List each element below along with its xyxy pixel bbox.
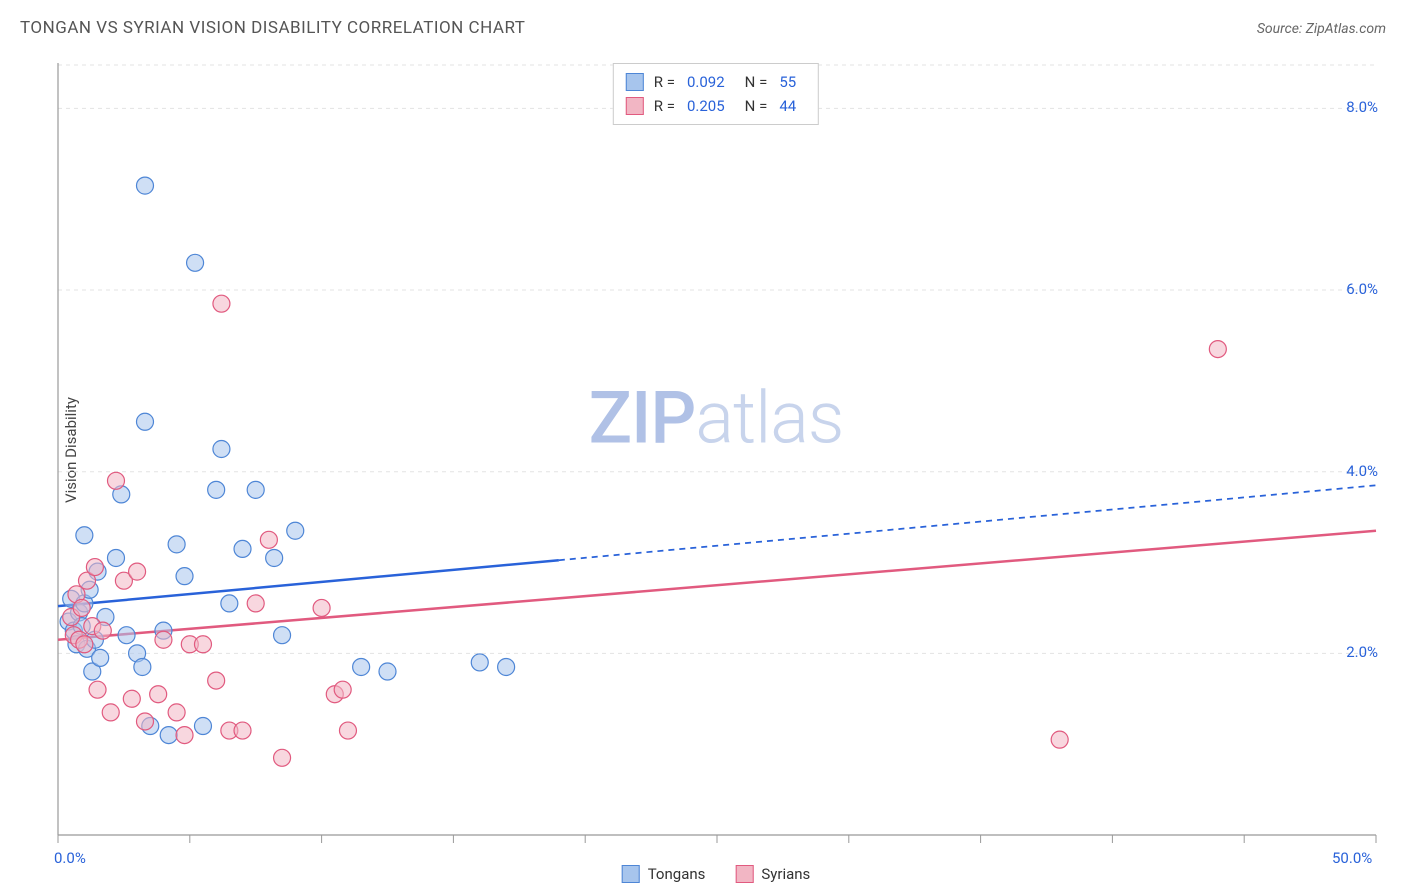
n-label: N =: [745, 94, 768, 118]
x-tick-label: 0.0%: [54, 849, 86, 867]
legend-stats: R = 0.092 N = 55 R = 0.205 N = 44: [613, 63, 819, 125]
y-tick-label: 4.0%: [1346, 462, 1378, 480]
y-tick-label: 2.0%: [1346, 643, 1378, 661]
r-label: R =: [654, 70, 675, 94]
y-tick-label: 6.0%: [1346, 280, 1378, 298]
r-value: 0.092: [687, 70, 725, 94]
legend-stat-row: R = 0.205 N = 44: [626, 94, 806, 118]
legend-series-item: Syrians: [735, 865, 810, 883]
r-label: R =: [654, 94, 675, 118]
legend-swatch: [626, 97, 644, 115]
legend-stat-row: R = 0.092 N = 55: [626, 70, 806, 94]
legend-swatch: [626, 73, 644, 91]
chart-area: Vision Disability ZIPatlas R =0.092N =55…: [46, 55, 1386, 845]
scatter-plot-svg: [46, 55, 1386, 845]
legend-swatch: [735, 865, 753, 883]
legend-swatch: [622, 865, 640, 883]
r-value: 0.205: [687, 94, 725, 118]
legend-series-item: Tongans: [622, 865, 706, 883]
chart-title: TONGAN VS SYRIAN VISION DISABILITY CORRE…: [20, 18, 525, 38]
legend-series-label: Syrians: [761, 865, 810, 883]
n-value: 55: [779, 70, 796, 94]
y-tick-label: 8.0%: [1346, 98, 1378, 116]
n-value: 44: [779, 94, 796, 118]
n-label: N =: [745, 70, 768, 94]
x-tick-label: 50.0%: [1332, 849, 1372, 867]
source-label: Source: ZipAtlas.com: [1257, 21, 1386, 37]
legend-series-label: Tongans: [648, 865, 706, 883]
legend-series: Tongans Syrians: [622, 865, 811, 883]
